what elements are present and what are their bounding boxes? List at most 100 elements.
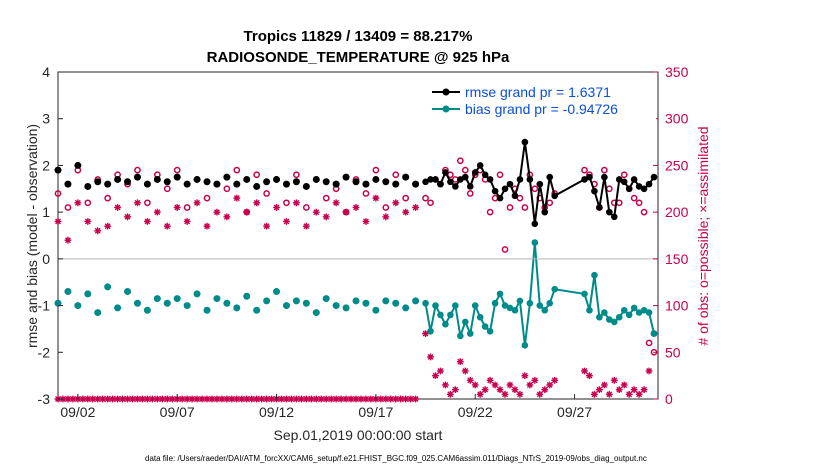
obs-assimilated-marker <box>367 395 375 403</box>
rmse-point <box>471 169 479 176</box>
rmse-point <box>606 208 613 216</box>
obs-possible-marker <box>203 194 211 202</box>
bias-point <box>213 295 221 303</box>
obs-assimilated-marker <box>645 367 653 375</box>
bias-point <box>104 283 112 291</box>
obs-assimilated-marker <box>610 376 618 384</box>
bias-point <box>496 290 504 298</box>
rmse-point <box>203 178 211 186</box>
bias-point <box>481 323 489 330</box>
obs-assimilated-marker <box>268 395 275 403</box>
obs-assimilated-marker <box>392 199 400 207</box>
bias-point <box>610 318 618 326</box>
x-tick-label: 09/02 <box>60 404 95 420</box>
obs-possible-marker <box>54 190 62 197</box>
rmse-point <box>620 178 628 186</box>
obs-assimilated-marker <box>293 199 300 207</box>
obs-assimilated-marker <box>198 395 206 403</box>
obs-assimilated-marker <box>392 395 400 403</box>
rmse-point <box>322 178 330 186</box>
obs-assimilated-marker <box>243 395 251 403</box>
rmse-point <box>536 180 544 188</box>
rmse-point <box>362 180 370 188</box>
rmse-point <box>447 178 454 186</box>
rmse-point <box>352 178 360 186</box>
rmse-point <box>481 171 489 179</box>
obs-assimilated-marker <box>99 395 107 403</box>
obs-assimilated-marker <box>263 222 271 230</box>
obs-possible-marker <box>461 166 469 174</box>
obs-assimilated-marker <box>163 222 171 230</box>
rmse-point <box>382 178 390 186</box>
obs-assimilated-marker <box>511 386 519 394</box>
bias-point <box>94 309 102 317</box>
bias-point <box>74 302 82 310</box>
rmse-point <box>645 180 653 188</box>
legend-label-bias: bias grand pr = -0.94726 <box>465 101 618 117</box>
obs-assimilated-marker <box>203 395 211 403</box>
obs-assimilated-marker <box>312 208 320 216</box>
obs-assimilated-marker <box>79 395 87 403</box>
obs-assimilated-marker <box>213 208 221 216</box>
obs-assimilated-marker <box>114 204 122 211</box>
bias-point <box>402 304 410 312</box>
obs-assimilated-marker <box>293 395 300 403</box>
obs-possible-marker <box>223 185 231 193</box>
rmse-point <box>650 173 658 181</box>
rmse-point <box>64 180 72 188</box>
obs-assimilated-marker <box>203 222 211 230</box>
rmse-point <box>581 176 588 183</box>
obs-assimilated-marker <box>193 199 201 207</box>
rmse-point <box>625 185 633 193</box>
obs-assimilated-marker <box>307 395 315 403</box>
obs-possible-marker <box>233 166 241 174</box>
obs-assimilated-marker <box>600 381 608 389</box>
bias-point <box>163 299 171 307</box>
obs-assimilated-marker <box>382 213 390 221</box>
bias-point <box>114 304 122 312</box>
obs-assimilated-marker <box>288 395 295 403</box>
bias-point <box>461 318 469 326</box>
rmse-point <box>273 175 281 183</box>
obs-assimilated-marker <box>362 218 370 225</box>
rmse-point <box>466 183 474 190</box>
bias-point <box>253 306 261 314</box>
obs-assimilated-marker <box>332 395 340 403</box>
obs-assimilated-marker <box>183 218 191 225</box>
rmse-point <box>223 173 231 181</box>
bias-point <box>302 299 310 307</box>
bias-point <box>526 299 534 307</box>
y-tick-label: 1 <box>42 204 50 220</box>
obs-possible-marker <box>144 199 151 207</box>
rmse-point <box>243 175 251 183</box>
rmse-point <box>422 178 429 186</box>
obs-assimilated-marker <box>327 395 335 403</box>
bias-point <box>362 299 370 307</box>
obs-assimilated-marker <box>591 390 598 398</box>
bias-point <box>64 288 72 296</box>
bias-point <box>54 299 62 307</box>
bias-point <box>392 299 400 307</box>
obs-assimilated-marker <box>89 395 97 403</box>
bias-point <box>601 309 608 316</box>
obs-assimilated-marker <box>317 395 325 403</box>
obs-assimilated-marker <box>94 227 102 235</box>
rmse-point <box>541 208 549 216</box>
rmse-point <box>213 180 221 188</box>
y-tick-label: -2 <box>38 344 51 360</box>
obs-possible-marker <box>163 185 171 193</box>
bias-point <box>615 313 623 321</box>
bias-point <box>243 292 251 300</box>
obs-assimilated-marker <box>278 395 285 403</box>
rmse-point <box>153 175 161 183</box>
obs-assimilated-marker <box>302 222 310 230</box>
bias-point <box>471 302 479 309</box>
obs-assimilated-marker <box>506 381 514 389</box>
obs-assimilated-marker <box>253 395 261 403</box>
bias-point <box>382 297 390 305</box>
obs-assimilated-marker <box>208 395 216 403</box>
rmse-point <box>601 173 608 181</box>
y-right-tick-label: 350 <box>665 64 689 80</box>
obs-assimilated-marker <box>218 395 226 403</box>
y-tick-label: 2 <box>42 157 50 173</box>
